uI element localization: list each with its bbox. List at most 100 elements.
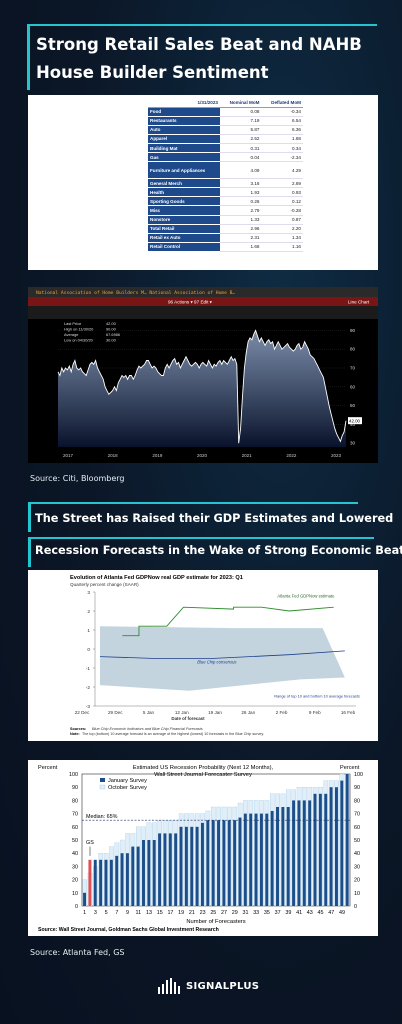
table-cell: 4.29 (261, 161, 303, 180)
table-cell: 0.12 (261, 196, 303, 207)
y-tick-label-left: 50 (72, 838, 78, 844)
bbg-header-bar (28, 287, 378, 297)
table-row-label: General Merch (148, 178, 220, 189)
y-tick-label-right: 0 (354, 904, 357, 910)
bar-january (211, 820, 215, 906)
bar-january (334, 787, 338, 906)
y-axis-label-left: Percent (38, 765, 58, 771)
heading-accent-bar (28, 503, 31, 532)
bar-january (340, 780, 344, 906)
bar-january (254, 813, 258, 906)
legend-january: January Survey (108, 778, 147, 784)
x-tick-label: 31 (242, 910, 248, 916)
y-tick-label-left: 60 (72, 825, 78, 831)
table-cell: -0.34 (261, 107, 303, 117)
table-cell: 2.69 (261, 178, 303, 189)
table-row: Total Retail 2.96 2.20 (148, 224, 303, 234)
x-tick-label: 29 Dec (108, 710, 123, 715)
x-tick-label: 11 (135, 910, 141, 916)
nahb-chart: National Association of Home Builders M…… (28, 287, 378, 458)
table-row: Restaurants 7.19 6.54 (148, 116, 303, 126)
x-tick-label: 2018 (108, 453, 119, 458)
y-tick-label: 60 (350, 384, 356, 389)
recession-chart-panel: Estimated US Recession Probability (Next… (28, 760, 378, 936)
bar-january (104, 859, 108, 906)
x-tick-label: 2020 (197, 453, 208, 458)
table-cell: 0.26 (219, 196, 262, 207)
bar-january (324, 793, 328, 906)
forecast-range-band (100, 626, 345, 691)
x-tick-label: 12 Jan (175, 710, 189, 715)
table-cell: 6.36 (261, 125, 303, 135)
bar-january (168, 833, 172, 906)
table-row: Nonstore 1.33 0.87 (148, 215, 303, 225)
x-tick-label: 47 (328, 910, 334, 916)
table-row-label: Total Retail (148, 224, 220, 234)
table-cell: 7.19 (219, 116, 262, 126)
x-tick-label: 29 (232, 910, 238, 916)
x-tick-label: 13 (146, 910, 152, 916)
bar-january (131, 846, 135, 906)
table-row-label: Food (148, 107, 220, 117)
y-tick-label-left: 40 (72, 851, 78, 857)
heading2-line2: Recession Forecasts in the Wake of Stron… (35, 544, 402, 557)
annotation-gdpnow: Atlanta Fed GDPNow estimate (277, 594, 335, 599)
table-cell: 0.34 (261, 143, 303, 154)
x-tick-label: 9 (126, 910, 129, 916)
y-tick-label-right: 80 (354, 798, 360, 804)
y-tick-label: 90 (350, 328, 356, 333)
heading-accent-line-2 (28, 537, 374, 539)
bar-january (233, 820, 237, 906)
table-row-label: Restaurants (148, 116, 220, 126)
table-cell: 2.52 (219, 134, 262, 144)
legend-value: 90.00 (106, 327, 117, 332)
legend-entry: Low on 04/30/20 (64, 338, 94, 343)
y-tick-label-right: 60 (354, 825, 360, 831)
x-axis-label: Number of Forecasters (186, 919, 245, 925)
table-row: Apparel 2.52 1.68 (148, 134, 303, 144)
table-cell: 1.34 (261, 233, 303, 243)
bar-january (227, 820, 231, 906)
table-cell: 4.09 (219, 161, 262, 180)
x-tick-label: 5 (105, 910, 108, 916)
y-tick-label-right: 10 (354, 891, 360, 897)
note-label: Note: (70, 732, 80, 736)
y-tick-label-left: 70 (72, 812, 78, 818)
table-row-label: Auto (148, 125, 220, 135)
table-row: Retail ex Auto 2.31 1.34 (148, 233, 303, 243)
table-header-row: 1/31/2023 Nominal MoM Deflated MoM (148, 98, 303, 108)
table-row-label: Apparel (148, 134, 220, 144)
table-cell: -2.34 (261, 152, 303, 163)
table-row-label: Retail Control (148, 242, 220, 252)
bar-january (217, 820, 221, 906)
blue-chip-consensus-line (99, 650, 345, 659)
legend-entry: Last Price (64, 321, 81, 326)
x-tick-label: 41 (296, 910, 302, 916)
bar-january (93, 859, 97, 906)
x-tick-label: 49 (339, 910, 345, 916)
bar-january (206, 820, 210, 906)
x-tick-label: 16 Feb (341, 710, 356, 715)
y-tick-label: 1 (87, 628, 90, 634)
x-tick-label: 19 (178, 910, 184, 916)
table-cell: 0.87 (261, 215, 303, 225)
bar-january (190, 826, 194, 906)
nahb-area (58, 330, 346, 447)
x-tick-label: 2023 (331, 453, 342, 458)
table-cell: 6.54 (261, 116, 303, 126)
signalplus-logo: SIGNALPLUS (158, 978, 259, 994)
table-row: Sporting Goods 0.26 0.12 (148, 196, 303, 207)
x-tick-label: 2 Feb (276, 710, 288, 715)
bar-january (249, 813, 253, 906)
x-tick-label: 21 (189, 910, 195, 916)
bar-january (184, 826, 188, 906)
bbg-controls (28, 306, 378, 319)
bar-january (109, 859, 113, 906)
sources-text: Blue Chip Economic Indicators and Blue C… (92, 727, 203, 731)
y-tick-label: -3 (86, 704, 91, 710)
table-row-label: Gas (148, 152, 220, 163)
table-cell: 1.66 (219, 242, 262, 252)
bar-january (142, 840, 145, 906)
retail-table-panel: 1/31/2023 Nominal MoM Deflated MoM Food 0.08… (28, 95, 378, 270)
table-header-cell: Deflated MoM (261, 98, 303, 108)
